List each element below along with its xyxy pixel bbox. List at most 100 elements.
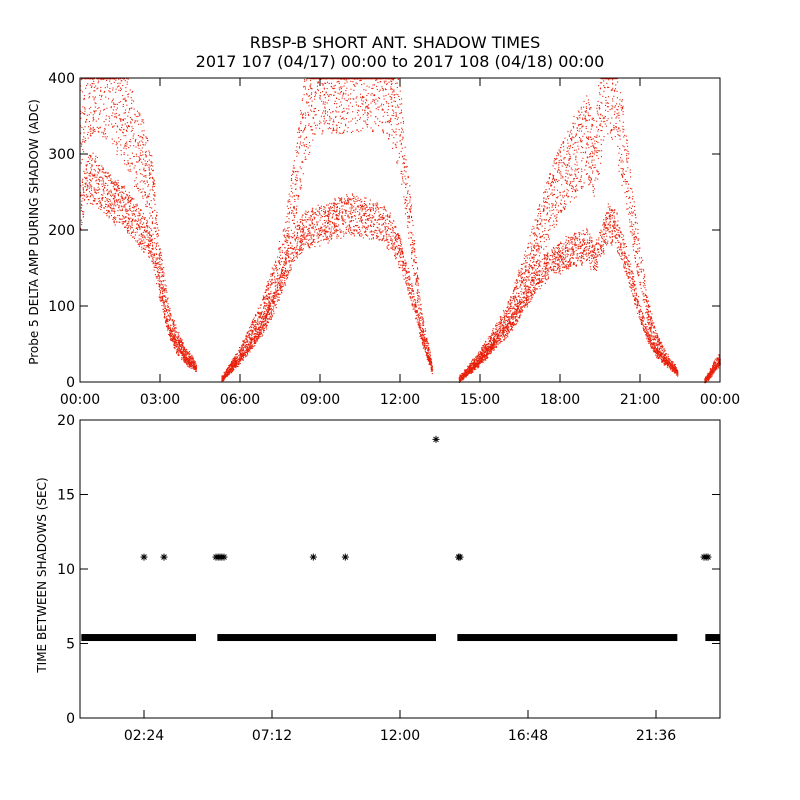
amplitude-point [159, 280, 161, 282]
amplitude-point [123, 129, 125, 131]
amplitude-point [148, 231, 150, 233]
amplitude-point [82, 213, 84, 215]
amplitude-point [413, 248, 415, 250]
amplitude-point [148, 174, 150, 176]
amplitude-point [120, 139, 122, 141]
amplitude-point [310, 78, 312, 80]
amplitude-point [88, 93, 90, 95]
amplitude-point [99, 94, 101, 96]
amplitude-point [81, 127, 83, 129]
amplitude-point [169, 312, 171, 314]
amplitude-point [362, 78, 364, 80]
amplitude-point [274, 291, 276, 293]
amplitude-point [106, 215, 108, 217]
amplitude-point [379, 78, 381, 80]
amplitude-point [363, 120, 365, 122]
amplitude-point [96, 78, 98, 80]
amplitude-point [356, 120, 358, 122]
amplitude-point [322, 112, 324, 114]
amplitude-point [422, 319, 424, 321]
amplitude-point [161, 268, 163, 270]
amplitude-point [181, 350, 183, 352]
amplitude-point [85, 139, 87, 141]
amplitude-point [85, 194, 87, 196]
amplitude-point [116, 183, 118, 185]
amplitude-point [150, 228, 152, 230]
amplitude-point [101, 185, 103, 187]
amplitude-point [80, 117, 82, 119]
amplitude-point [394, 78, 396, 80]
amplitude-point [259, 327, 261, 329]
amplitude-point [102, 179, 104, 181]
amplitude-point [330, 112, 332, 114]
amplitude-point [305, 221, 307, 223]
amplitude-point [126, 104, 128, 106]
amplitude-point [296, 179, 298, 181]
amplitude-point [334, 203, 336, 205]
amplitude-point [130, 234, 132, 236]
amplitude-point [409, 209, 411, 211]
amplitude-point [108, 217, 110, 219]
amplitude-point [389, 119, 391, 121]
amplitude-point [267, 284, 269, 286]
amplitude-point [372, 94, 374, 96]
amplitude-point [276, 268, 278, 270]
amplitude-point [347, 112, 349, 114]
amplitude-point [101, 165, 103, 167]
amplitude-point [397, 106, 399, 108]
amplitude-point [372, 78, 374, 80]
amplitude-point [273, 269, 275, 271]
amplitude-point [236, 354, 238, 356]
amplitude-point [102, 136, 104, 138]
amplitude-point [308, 153, 310, 155]
amplitude-point [144, 218, 146, 220]
amplitude-point [129, 205, 131, 207]
amplitude-point [147, 196, 149, 198]
amplitude-point [382, 131, 384, 133]
amplitude-point [91, 78, 93, 80]
amplitude-point [96, 182, 98, 184]
amplitude-point [397, 104, 399, 106]
amplitude-point [179, 344, 181, 346]
amplitude-point [146, 181, 148, 183]
amplitude-point [146, 202, 148, 204]
amplitude-point [318, 78, 320, 80]
amplitude-point [378, 216, 380, 218]
amplitude-point [143, 175, 145, 177]
amplitude-point [130, 196, 132, 198]
amplitude-point [138, 226, 140, 228]
amplitude-point [133, 236, 135, 238]
amplitude-point [178, 335, 180, 337]
amplitude-point [153, 198, 155, 200]
amplitude-point [93, 130, 95, 132]
amplitude-point [154, 266, 156, 268]
amplitude-point [384, 78, 386, 80]
amplitude-point [396, 161, 398, 163]
amplitude-point [266, 318, 268, 320]
amplitude-point [122, 223, 124, 225]
amplitude-point [178, 341, 180, 343]
amplitude-point [258, 311, 260, 313]
amplitude-point [178, 342, 180, 344]
amplitude-point [122, 216, 124, 218]
amplitude-point [98, 131, 100, 133]
amplitude-point [346, 108, 348, 110]
amplitude-point [163, 304, 165, 306]
amplitude-point [310, 87, 312, 89]
amplitude-point [299, 219, 301, 221]
amplitude-point [122, 95, 124, 97]
amplitude-point [376, 78, 378, 80]
amplitude-point [299, 186, 301, 188]
amplitude-point [174, 327, 176, 329]
amplitude-point [415, 303, 417, 305]
amplitude-point [98, 169, 100, 171]
amplitude-point [424, 348, 426, 350]
amplitude-point [180, 352, 182, 354]
amplitude-point [138, 160, 140, 162]
amplitude-point [408, 216, 410, 218]
amplitude-point [372, 129, 374, 131]
amplitude-point [133, 210, 135, 212]
amplitude-point [93, 174, 95, 176]
amplitude-point [173, 323, 175, 325]
amplitude-point [119, 209, 121, 211]
